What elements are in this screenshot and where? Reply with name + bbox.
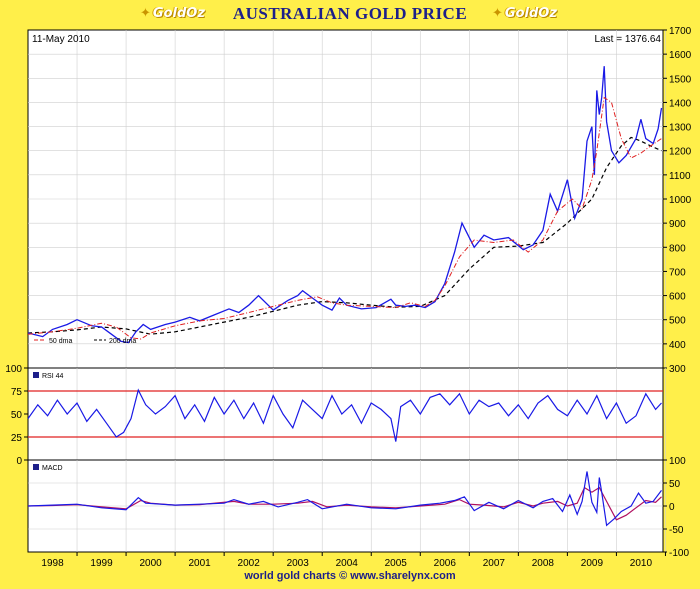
price-last-label: Last = 1376.64 [595, 34, 662, 45]
price-ytick-label: 600 [669, 292, 686, 303]
series-rsi-line [27, 388, 662, 442]
series-macd-line [27, 471, 662, 527]
series-price-line [27, 66, 663, 344]
price-ytick-label: 1500 [669, 74, 692, 85]
x-tick-label: 2008 [532, 558, 555, 569]
footer-credit: world gold charts © www.sharelynx.com [244, 570, 456, 582]
rsi-plot-area [27, 367, 664, 461]
macd-ytick-label: 0 [669, 502, 675, 513]
x-tick-label: 2010 [630, 558, 653, 569]
chart-title: AUSTRALIAN GOLD PRICE [232, 4, 468, 23]
x-tick-label: 2007 [483, 558, 506, 569]
price-date-label: 11-May 2010 [32, 34, 90, 45]
rsi-ytick-label: 50 [11, 410, 23, 421]
price-ytick-label: 1600 [669, 50, 692, 61]
x-tick-label: 2002 [238, 558, 261, 569]
price-ytick-label: 1100 [669, 171, 691, 182]
x-tick-label: 2001 [188, 558, 211, 569]
price-ytick-label: 800 [669, 243, 686, 254]
price-ytick-label: 500 [669, 316, 686, 327]
rsi-ytick-label: 100 [5, 364, 22, 375]
macd-panel: -100 -50 0 50 100 MACD [27, 456, 689, 559]
goldoz-logo-right: ✦ GoldOz [492, 6, 557, 21]
x-tick-label: 2003 [287, 558, 310, 569]
rsi-panel: 0 25 50 75 100 RSI 44 [5, 364, 666, 467]
chart-header: ✦ GoldOz AUSTRALIAN GOLD PRICE ✦ GoldOz [0, 0, 700, 30]
rsi-ytick-label: 75 [11, 387, 23, 398]
macd-ytick-label: -50 [669, 525, 684, 536]
x-tick-label: 1999 [90, 558, 113, 569]
x-tick-label: 1998 [41, 558, 64, 569]
x-tick-label: 2000 [139, 558, 162, 569]
price-ytick-label: 1700 [669, 26, 692, 37]
price-ytick-label: 1400 [669, 98, 692, 109]
x-tick-label: 2006 [434, 558, 457, 569]
kangaroo-icon: ✦ [492, 6, 503, 21]
macd-ytick-label: 100 [669, 456, 686, 467]
rsi-legend-swatch [33, 372, 39, 378]
price-ytick-label: 700 [669, 267, 686, 278]
price-panel: 300 400 500 600 700 800 900 1000 1100 1200 1300 140… [27, 26, 692, 375]
price-ytick-label: 1200 [669, 147, 692, 158]
x-tick-label: 2009 [581, 558, 604, 569]
price-ytick-label: 400 [669, 340, 686, 351]
x-tick-label: 2004 [336, 558, 359, 569]
legend-50dma-label: 50 dma [49, 338, 72, 345]
macd-legend-swatch [33, 464, 39, 470]
macd-title: MACD [42, 465, 63, 472]
x-tick-label: 2005 [385, 558, 408, 569]
rsi-ytick-label: 25 [11, 433, 23, 444]
macd-ytick-label: 50 [669, 479, 681, 490]
price-ytick-label: 900 [669, 219, 686, 230]
rsi-title: RSI 44 [42, 373, 64, 380]
price-ytick-label: 1000 [669, 195, 692, 206]
legend-200dma-label: 200 dma [109, 338, 136, 345]
x-axis: 1998 1999 2000 2001 2002 2003 2004 2005 2006 2007… [41, 552, 666, 569]
logo-text-left: GoldOz [152, 6, 205, 21]
logo-text-right: GoldOz [504, 6, 557, 21]
rsi-ytick-label: 0 [16, 456, 22, 467]
price-ytick-label: 1300 [669, 123, 692, 134]
goldoz-logo-left: ✦ GoldOz [140, 6, 205, 21]
macd-ytick-label: -100 [669, 548, 689, 559]
series-200dma-line [27, 136, 662, 335]
price-ytick-label: 300 [669, 364, 686, 375]
kangaroo-icon: ✦ [140, 6, 151, 21]
series-50dma-line [27, 96, 662, 340]
